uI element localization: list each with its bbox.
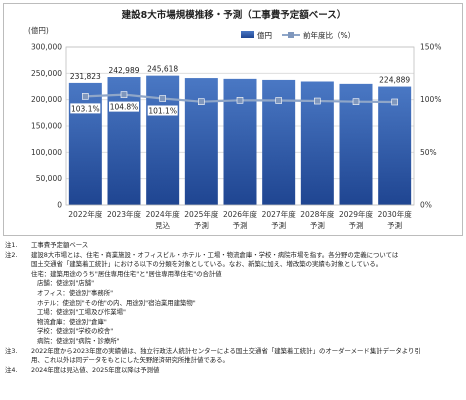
x-category-label: 2023年度	[107, 209, 142, 219]
legend-line-label: 前年度比（%）	[303, 30, 355, 40]
note-4-label: 注4.	[5, 365, 18, 374]
x-category-label: 2025年度	[184, 209, 219, 219]
bar-value-label: 245,618	[147, 65, 178, 74]
chart-legend: 億円 前年度比（%）	[241, 30, 355, 40]
line-label-box	[147, 105, 178, 116]
x-category-label: 2030年度	[378, 209, 413, 219]
note-2-item-hotel: ホテル：使途別"その他"の内、用途別"宿泊業用建築物"	[37, 298, 196, 307]
x-category-label: 2029年度	[339, 209, 374, 219]
note-2-label: 注2.	[5, 250, 18, 259]
line-label-box	[109, 101, 139, 112]
note-1-label: 注1.	[5, 241, 18, 249]
x-category-label: 2027年度	[262, 209, 297, 219]
note-3-line-2: 用、これ以外は同データをもとにした矢野経済研究所推計値である。	[31, 356, 229, 365]
legend-line-marker	[288, 32, 294, 38]
axis-layer: 0 50,000 100,000 150,000 200,000 250,000 300,0…	[31, 43, 441, 231]
line-point	[82, 93, 89, 100]
bar-value-label: 231,823	[70, 72, 101, 81]
chart-title: 建設8大市場規模推移・予測（工事費予定額ベース）	[121, 9, 347, 21]
line-layer	[82, 91, 398, 106]
y2-tick-label: 100%	[420, 95, 441, 104]
y-tick-label: 250,000	[31, 69, 62, 78]
note-4: 注4. 2024年度は見込値、2025年度以降は予測値	[5, 366, 461, 376]
legend-bar-label: 億円	[257, 30, 272, 40]
y-tick-label: 300,000	[31, 43, 62, 52]
bar	[68, 82, 102, 205]
y-tick-label: 0	[57, 201, 62, 210]
note-2-item-office: オフィス：使途別"事務所"	[37, 288, 114, 297]
y-tick-label: 100,000	[31, 148, 62, 157]
x-category-label: 2028年度	[300, 209, 335, 219]
note-2-item-school: 学校：使途別"学校の校舎"	[37, 327, 114, 336]
chart-frame: 建設8大市場規模推移・予測（工事費予定額ベース） (億円) 億円 前年度比（%）…	[3, 3, 463, 236]
line-point	[159, 95, 166, 102]
bar	[184, 78, 218, 205]
line-value-label: 101.1%	[148, 107, 177, 116]
bars-layer	[68, 75, 412, 205]
note-2-item-warehouse: 物流倉庫：使途別"倉庫"	[37, 317, 107, 326]
y-tick-label: 200,000	[31, 95, 62, 104]
note-3-label: 注3.	[5, 346, 18, 355]
line-point	[314, 97, 321, 105]
note-4-text: 2024年度は見込値、2025年度以降は予測値	[31, 365, 160, 374]
market-size-chart: 建設8大市場規模推移・予測（工事費予定額ベース） (億円) 億円 前年度比（%）…	[28, 9, 441, 231]
line-value-label: 103.1%	[71, 104, 100, 113]
x-category-sublabel: 予測	[349, 220, 364, 230]
note-2-item-hospital: 病院：使途別"病院・診療所"	[37, 336, 120, 345]
bar	[107, 77, 141, 205]
y-tick-label: 50,000	[36, 174, 62, 183]
line-value-label: 104.8%	[110, 103, 139, 112]
line-point	[275, 97, 282, 104]
x-category-label: 2026年度	[223, 209, 258, 219]
line-label-box	[70, 103, 101, 114]
note-1-text: 工事費予定額ベース	[31, 241, 89, 249]
bar-value-label: 224,889	[379, 76, 410, 85]
line-point	[236, 96, 244, 104]
y2-tick-label: 150%	[420, 43, 441, 52]
x-category-sublabel: 予測	[387, 220, 402, 230]
note-1: 注1. 工事費予定額ベース	[5, 241, 461, 251]
y2-tick-label: 50%	[420, 148, 437, 157]
bar	[378, 86, 412, 205]
note-2-item-housing: 住宅：建築用途のうち"居住専用住宅"と"居住専用準住宅"の合計値	[31, 269, 222, 278]
bar	[146, 75, 180, 205]
x-category-sublabel: 見込	[155, 221, 170, 230]
labels-layer: 231,823 242,989 245,618 224,889 103.1% 104.8%…	[70, 65, 410, 116]
x-category-label: 2024年度	[146, 209, 181, 219]
x-category-sublabel: 予測	[194, 220, 209, 230]
line-point	[120, 91, 128, 98]
note-3-line-1: 2022年度から2023年度の実績値は、独立行政法人統計センターによる国土交通省…	[31, 346, 421, 355]
x-category-sublabel: 予測	[233, 220, 248, 230]
plot-area-border	[65, 46, 415, 206]
x-category-label: 2022年度	[68, 209, 103, 219]
x-category-sublabel: 予測	[310, 220, 325, 230]
note-2-item-shops: 店舗：使途別"店舗"	[37, 279, 95, 288]
line-point	[391, 98, 398, 106]
note-2-item-factory: 工場：使途別"工場及び作業場"	[37, 308, 126, 317]
y-axis-unit-label: (億円)	[28, 25, 49, 35]
note-2-line-1: 建設8大市場とは、住宅・商業施設・オフィスビル・ホテル・工場・物流倉庫・学校・病…	[31, 250, 399, 259]
notes-section: 注1. 工事費予定額ベース 注2. 建設8大市場とは、住宅・商業施設・オフィスビ…	[5, 241, 461, 375]
note-2-line-2: 国土交通省「建築着工統計」における以下の分類を対象としている。なお、新築に加え、…	[31, 260, 383, 269]
bar-value-label: 242,989	[108, 66, 139, 75]
legend-bar-swatch	[241, 31, 254, 38]
y2-tick-label: 0%	[420, 201, 432, 210]
x-category-sublabel: 予測	[271, 220, 286, 230]
note-2: 注2. 建設8大市場とは、住宅・商業施設・オフィスビル・ホテル・工場・物流倉庫・…	[5, 251, 461, 261]
y-tick-label: 150,000	[31, 122, 62, 131]
line-point	[198, 98, 205, 105]
line-point	[352, 98, 360, 105]
note-3: 注3. 2022年度から2023年度の実績値は、独立行政法人統計センターによる国…	[5, 347, 461, 357]
